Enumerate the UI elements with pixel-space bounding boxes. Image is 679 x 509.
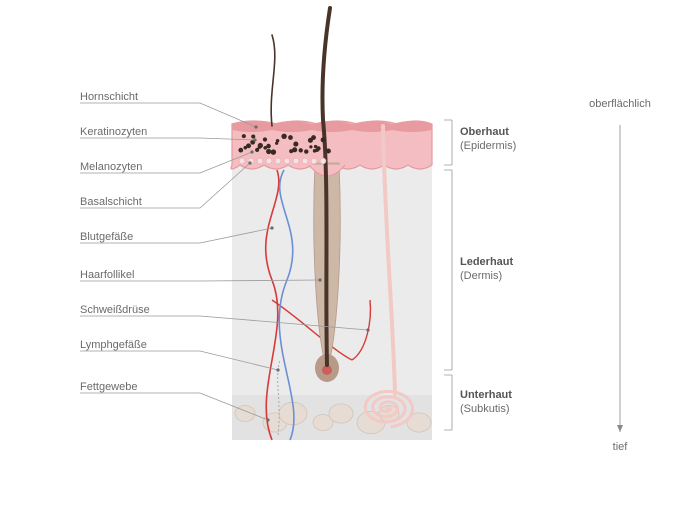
label-hornschicht: Hornschicht [80,91,138,103]
keratinocyte [257,158,263,164]
melanocyte-dot [251,134,255,138]
layer-sub: (Subkutis) [460,403,510,415]
layer-bracket [444,375,452,430]
melanocyte-dot [242,134,246,138]
keratinocyte [293,158,299,164]
stratum-corneum [232,121,432,132]
label-schweißdrüse: Schweißdrüse [80,304,150,316]
leader-dot [248,161,251,164]
keratinocyte [266,158,272,164]
melanocyte-dot [238,148,243,153]
layer-bracket [444,120,452,165]
leader-dot [366,328,369,331]
melanocyte-dot [309,145,312,148]
melanocyte-dot [326,148,331,153]
keratinocyte [311,158,317,164]
depth-bottom-label: tief [613,441,629,453]
label-keratinozyten: Keratinozyten [80,126,147,138]
melanocyte-dot [281,134,286,139]
layer-sub: (Epidermis) [460,140,516,152]
layer-name: Oberhaut [460,126,509,138]
label-basalschicht: Basalschicht [80,196,142,208]
leader-dot [266,418,269,421]
layer-name: Unterhaut [460,389,512,401]
label-melanozyten: Melanozyten [80,161,142,173]
melanocyte-dot [321,137,326,142]
leader-dot [276,368,279,371]
label-fettgewebe: Fettgewebe [80,381,137,393]
fat-lobule [329,404,353,423]
melanocyte-dot [263,137,267,141]
melanocyte-dot [246,143,251,148]
melanocyte-dot [266,149,271,154]
melanocyte-dot [271,149,277,155]
melanocyte-dot [292,147,297,152]
melanocyte-dot [314,145,317,148]
melanocyte-dot [276,139,280,143]
leader-dot [254,125,257,128]
label-haarfollikel: Haarfollikel [80,269,134,281]
keratinocyte [275,158,281,164]
keratinocyte [239,158,245,164]
leader-dot [318,278,321,281]
leader-dot [270,226,273,229]
leader-dot [253,138,256,141]
depth-top-label: oberflächlich [589,98,651,110]
keratinocyte [320,158,326,164]
melanocyte-dot [304,149,308,153]
keratinocyte [284,158,290,164]
keratinocyte [302,158,308,164]
melanocyte-dot [293,142,298,147]
skin-diagram: Hornschicht Keratinozyten Melanozyten Basal… [0,0,679,509]
melanocyte-dot [263,146,267,150]
leader-dot [250,150,253,153]
layer-sub: (Dermis) [460,270,502,282]
melanocyte-dot [255,148,259,152]
label-lymphgefäße: Lymphgefäße [80,339,147,351]
depth-arrow-head [617,425,623,432]
hair-small [271,35,275,126]
layer-name: Lederhaut [460,256,514,268]
leader-line [80,138,255,140]
leader-line [80,103,256,127]
label-blutgefäße: Blutgefäße [80,231,133,243]
melanocyte-dot [308,138,313,143]
melanocyte-dot [288,135,293,140]
layer-bracket [444,170,452,370]
melanocyte-dot [299,148,303,152]
